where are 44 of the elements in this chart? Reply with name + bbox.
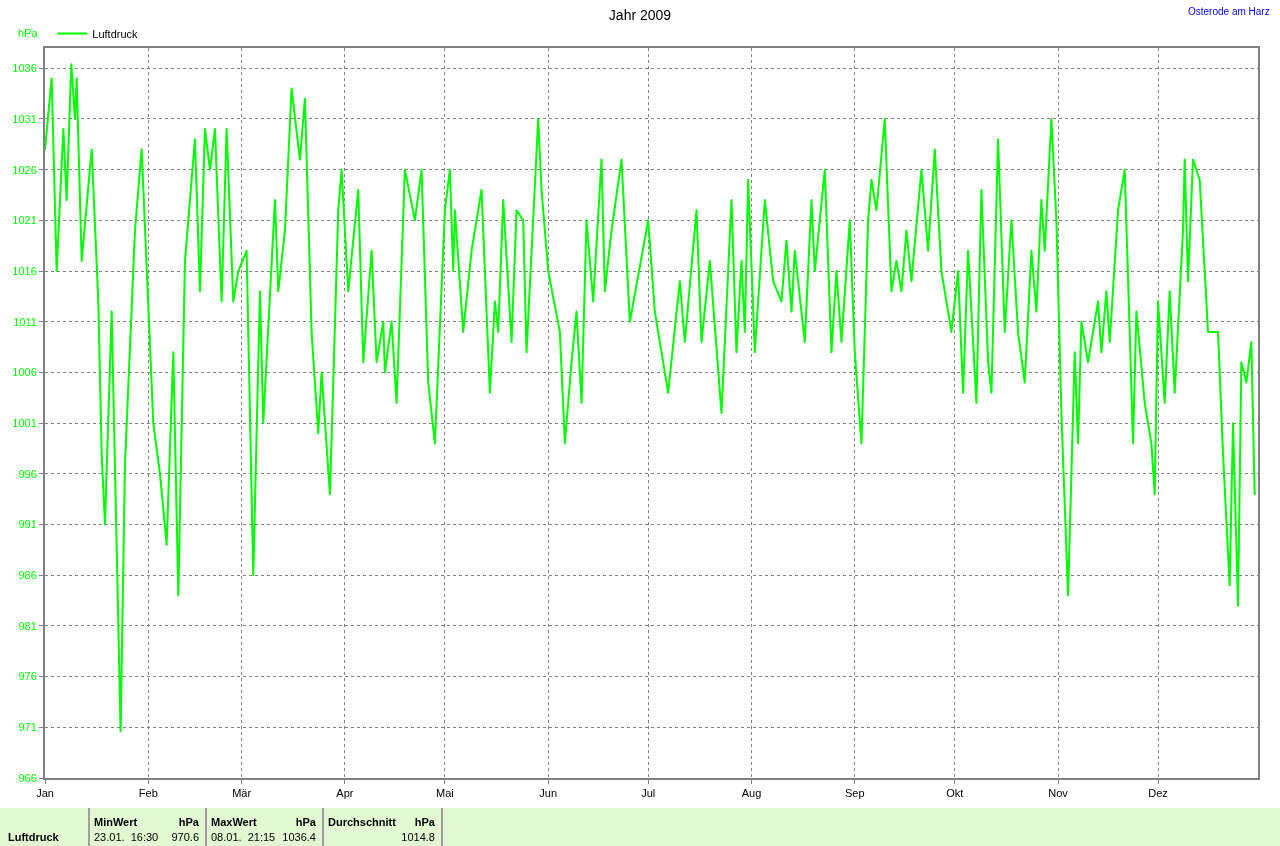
text: 23.01. 16:30 xyxy=(94,831,159,844)
legend-label: Luftdruck xyxy=(92,27,139,40)
x-tick-label: Apr xyxy=(336,787,354,800)
x-tick-label: Nov xyxy=(1048,787,1069,800)
text: 970.6 xyxy=(171,831,199,844)
y-tick-label: 1006 xyxy=(12,366,37,379)
y-tick-label: 981 xyxy=(18,619,37,632)
y-tick-label: 976 xyxy=(18,670,37,683)
y-tick-label: 1021 xyxy=(12,214,37,227)
text: 08.01. 21:15 xyxy=(211,831,276,844)
text: 1014.8 xyxy=(401,831,435,844)
y-tick-label: 986 xyxy=(18,569,37,582)
y-tick-label: 1031 xyxy=(12,112,37,125)
chart-title: Jahr 2009 xyxy=(608,6,672,23)
text: MaxWert xyxy=(211,816,257,829)
x-tick-label: Aug xyxy=(741,787,762,800)
text: hPa xyxy=(414,816,435,829)
x-tick-label: Okt xyxy=(946,787,964,800)
x-tick-label: Jun xyxy=(539,787,558,800)
y-tick-label: 1026 xyxy=(12,163,37,176)
x-tick-label: Mär xyxy=(232,787,252,800)
text: Luftdruck xyxy=(8,831,59,844)
line-series xyxy=(45,63,1256,733)
text: hPa xyxy=(295,816,316,829)
y-tick-label: 1011 xyxy=(13,315,37,328)
x-tick-label: Jan xyxy=(36,787,54,800)
y-tick-label: 971 xyxy=(18,721,37,734)
x-tick-label: Mai xyxy=(436,787,454,800)
y-tick-label: 1016 xyxy=(12,264,37,277)
x-tick-label: Jul xyxy=(641,787,656,800)
text: Durchschnitt xyxy=(328,816,396,829)
y-tick-label: 991 xyxy=(18,518,37,531)
text: Osterode am Harz xyxy=(1188,6,1270,17)
text: MinWert xyxy=(94,816,138,829)
y-tick-label: 1036 xyxy=(12,62,37,75)
x-tick-label: Feb xyxy=(138,787,158,800)
text: hPa xyxy=(178,816,199,829)
y-tick-label: 966 xyxy=(18,771,37,784)
text: 1036.4 xyxy=(282,831,316,844)
x-tick-label: Sep xyxy=(844,787,865,800)
y-tick-label: 996 xyxy=(18,467,37,480)
y-axis-title: hPa xyxy=(18,27,39,39)
x-tick-label: Dez xyxy=(1148,787,1168,800)
y-tick-label: 1001 xyxy=(12,416,37,429)
